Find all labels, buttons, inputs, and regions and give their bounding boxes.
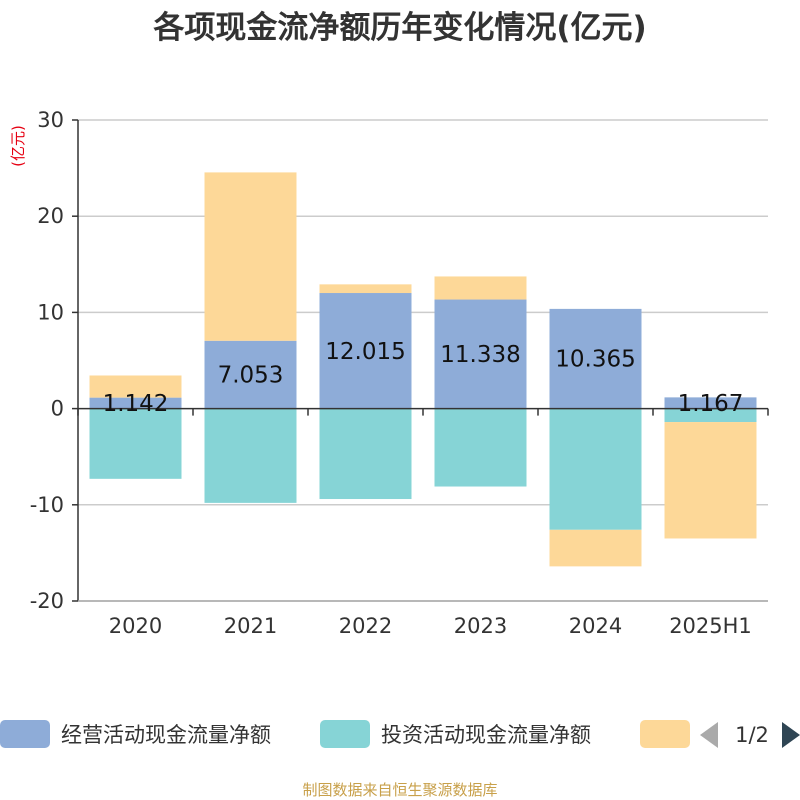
bar-segment-series-1-2020[interactable] — [89, 408, 182, 479]
y-axis-unit-label: (亿元) — [9, 125, 27, 167]
x-tick-label-2024: 2024 — [569, 614, 622, 638]
x-tick-label-2020: 2020 — [109, 614, 162, 638]
x-axis-ticks: 2020 2021 2022 2023 2024 2025H1 — [77, 408, 769, 638]
y-tick-label: 0 — [51, 397, 64, 421]
x-tick-label-2021: 2021 — [224, 614, 277, 638]
x-tick-label-2023: 2023 — [454, 614, 507, 638]
bar-segment-series-0-2023[interactable] — [434, 299, 527, 409]
bar-segment-series-1-2025H1[interactable] — [664, 408, 757, 423]
legend-pager: 1/2 — [700, 722, 800, 748]
pager-prev-icon[interactable] — [700, 722, 718, 748]
x-tick-label-2025H1: 2025H1 — [669, 614, 752, 638]
y-axis-ticks: -20 -10 0 10 20 30 — [30, 108, 78, 613]
chart-title: 各项现金流净额历年变化情况(亿元) — [152, 10, 646, 46]
pager-page-indicator: 1/2 — [735, 723, 769, 747]
bar-segment-series-0-2024[interactable] — [549, 308, 642, 409]
bar-segment-series-1-2024[interactable] — [549, 408, 642, 530]
bar-series — [89, 172, 757, 567]
data-label-2024: 10.365 — [555, 347, 635, 373]
legend-swatch-1[interactable] — [320, 720, 370, 748]
legend: 经营活动现金流量净额 投资活动现金流量净额 — [0, 720, 690, 748]
data-labels: 1.142 7.053 12.015 11.338 10.365 1.167 — [103, 339, 744, 417]
bar-segment-series-2-2025H1[interactable] — [664, 422, 757, 539]
bar-segment-series-2-2023[interactable] — [434, 276, 527, 300]
legend-swatch-0[interactable] — [0, 720, 50, 748]
bar-segment-series-1-2023[interactable] — [434, 408, 527, 487]
y-tick-label: 10 — [37, 300, 64, 324]
legend-label-0[interactable]: 经营活动现金流量净额 — [61, 723, 271, 747]
x-tick-label-2022: 2022 — [339, 614, 392, 638]
data-label-2022: 12.015 — [325, 339, 405, 365]
bar-segment-series-1-2021[interactable] — [204, 408, 297, 503]
bar-segment-series-2-2021[interactable] — [204, 172, 297, 341]
data-label-2025H1: 1.167 — [678, 391, 744, 417]
data-label-2021: 7.053 — [218, 363, 284, 389]
bar-segment-series-2-2024[interactable] — [549, 529, 642, 567]
source-note: 制图数据来自恒生聚源数据库 — [302, 781, 497, 799]
bar-segment-series-2-2020[interactable] — [89, 375, 182, 398]
data-label-2023: 11.338 — [440, 342, 520, 368]
data-label-2020: 1.142 — [103, 391, 169, 417]
bar-segment-series-1-2022[interactable] — [319, 408, 412, 500]
bar-segment-series-0-2020[interactable] — [89, 397, 182, 409]
legend-label-1[interactable]: 投资活动现金流量净额 — [381, 723, 591, 747]
bar-segment-series-2-2022[interactable] — [319, 284, 412, 294]
legend-swatch-2[interactable] — [640, 720, 690, 748]
y-tick-label: 20 — [37, 204, 64, 228]
pager-next-icon[interactable] — [782, 722, 800, 748]
y-tick-label: 30 — [37, 108, 64, 132]
y-tick-label: -20 — [30, 589, 64, 613]
bar-segment-series-0-2021[interactable] — [204, 340, 297, 409]
bar-segment-series-0-2025H1[interactable] — [664, 397, 757, 409]
y-tick-label: -10 — [30, 493, 64, 517]
bar-segment-series-0-2022[interactable] — [319, 293, 412, 409]
